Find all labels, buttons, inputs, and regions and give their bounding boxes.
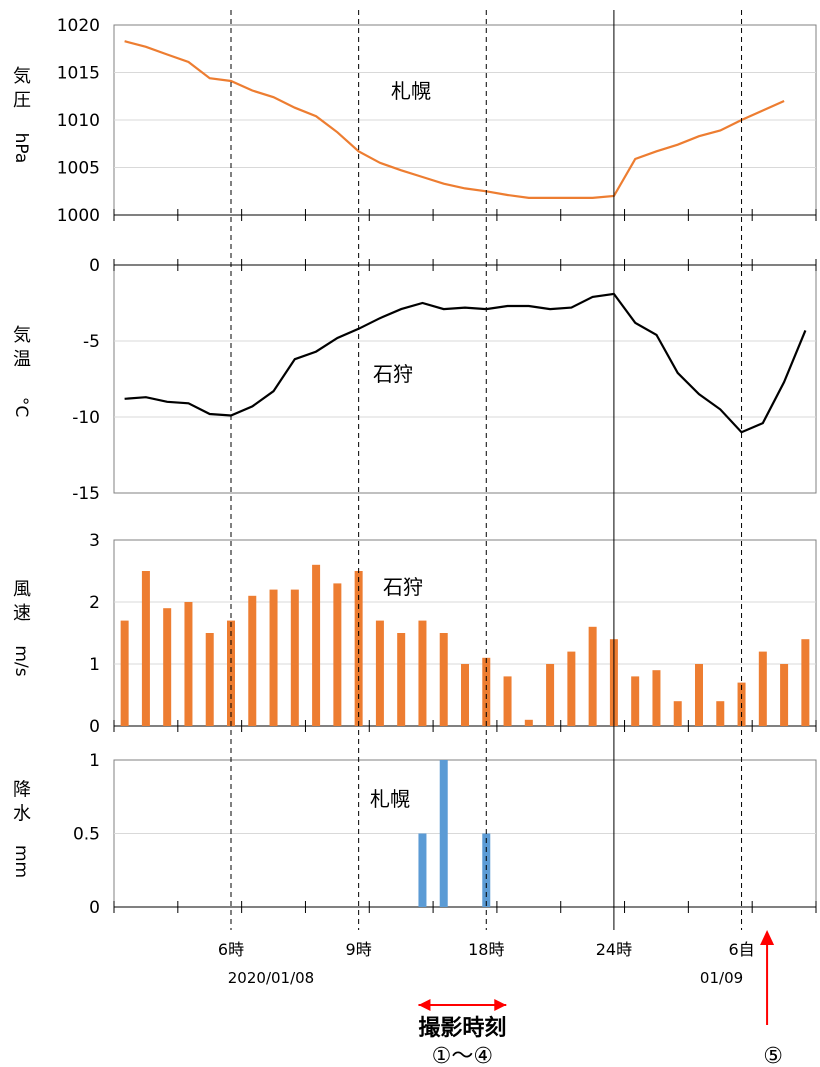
y-tick-label-wind: 1 [89,655,100,675]
y-axis-label-precip: 水 [13,804,31,825]
x-tick-label: 6時 [218,940,244,959]
bar-wind [524,719,533,726]
bar-wind [184,602,193,726]
bar-wind [695,664,703,726]
y-axis-label-pressure: 圧 [13,90,31,111]
bar-wind [163,608,172,726]
y-tick-label-temperature: -10 [72,408,100,428]
bar-wind [120,620,129,726]
y-axis-label-temperature: 気 [13,325,31,346]
y-axis-label-wind: 風 [13,579,31,600]
bar-wind [567,651,576,726]
x-tick-label: 24時 [596,940,632,959]
series-line-temperature [124,292,807,434]
station-label-wind: 石狩 [383,575,423,599]
station-label-temperature: 石狩 [373,362,413,386]
bar-wind [439,633,448,726]
x-tick-label: 18時 [468,940,504,959]
y-axis-unit-wind: m/s [11,645,31,676]
y-tick-label-precip: 1 [89,751,100,771]
bar-wind [312,564,321,726]
bar-wind [503,676,512,726]
marker5-label: ⑤ [763,1044,783,1067]
capture-range-label: ①〜④ [432,1044,493,1067]
y-tick-label-temperature: -5 [83,332,100,352]
y-tick-label-pressure: 1010 [57,111,100,131]
capture-arrow-right-head [494,999,507,1011]
bar-wind [631,676,640,726]
y-axis-unit-temperature: °C [11,397,31,417]
y-axis-label-temperature: 温 [13,349,31,370]
y-tick-label-precip: 0.5 [73,825,100,845]
station-label-precip: 札幌 [370,787,410,811]
bar-wind [546,664,555,726]
bar-wind [290,589,299,726]
bar-wind [780,664,789,726]
y-tick-label-wind: 0 [89,717,100,737]
y-tick-label-temperature: 0 [89,256,100,276]
bar-wind [801,639,810,726]
bar-wind [248,595,257,726]
bar-wind [716,701,725,726]
bar-wind [418,620,427,726]
bar-wind [673,701,682,726]
x-date-label: 01/09 [700,969,743,987]
plot-frame-temperature [113,264,817,494]
bar-wind [588,626,597,726]
bar-wind [461,664,469,726]
y-tick-label-pressure: 1020 [57,16,100,36]
y-axis-label-precip: 降 [13,780,31,801]
bar-wind [758,651,767,726]
bar-wind [333,583,342,726]
bar-wind [482,657,491,726]
bar-wind [375,620,384,726]
capture-time-label: 撮影時刻 [418,1015,506,1041]
bar-wind [397,633,406,726]
y-tick-label-wind: 2 [89,593,100,613]
bar-precip [418,833,427,907]
y-tick-label-pressure: 1015 [57,64,100,84]
y-tick-label-pressure: 1005 [57,159,100,179]
bar-precip [482,833,491,907]
y-tick-label-wind: 3 [89,531,100,551]
station-label-pressure: 札幌 [391,79,431,103]
x-tick-label: 9時 [346,940,372,959]
bar-wind [205,633,214,726]
marker5-arrow-head [760,930,775,945]
y-tick-label-pressure: 1000 [57,206,100,226]
y-tick-label-precip: 0 [89,898,100,918]
capture-arrow-left-head [418,999,431,1011]
bar-wind [652,670,661,726]
bar-wind [141,571,150,726]
y-axis-unit-precip: mm [11,845,31,878]
bar-wind [269,589,278,726]
y-axis-label-wind: 速 [13,603,31,624]
y-axis-unit-pressure: hPa [11,133,31,164]
y-axis-label-pressure: 気 [13,66,31,87]
series-line-pressure [124,40,785,199]
x-date-label: 2020/01/08 [228,969,314,987]
x-tick-label: 6自 [728,940,754,959]
bar-precip [439,760,448,907]
bar-wind [227,620,235,726]
bar-wind [354,571,363,726]
y-tick-label-temperature: -15 [72,484,100,504]
